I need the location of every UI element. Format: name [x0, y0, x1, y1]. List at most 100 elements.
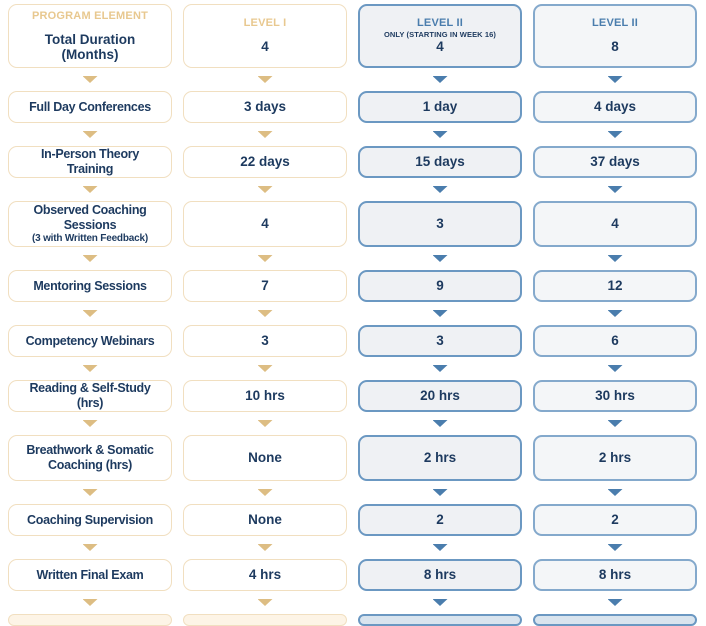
chevron-down-icon [257, 131, 273, 138]
cell-value: 2 hrs [423, 449, 457, 465]
chevron-row [8, 247, 697, 270]
chevron-down-icon [432, 544, 448, 551]
chevron-row [8, 536, 697, 559]
header-cell-level-1: LEVEL I 4 [183, 4, 347, 68]
chevron-down-icon [607, 186, 623, 193]
chevron-row [8, 481, 697, 504]
value-cell-level-1: None [183, 504, 347, 536]
label-cell: Reading & Self-Study (hrs) [8, 380, 172, 412]
value-cell-level-2a: 2 hrs [358, 435, 522, 481]
value-cell-level-1: 4 hrs [183, 559, 347, 591]
partial-next-row [8, 614, 697, 626]
chevron-down-icon [257, 489, 273, 496]
cell-value: 3 days [243, 98, 287, 114]
chevron-down-icon [607, 489, 623, 496]
chevron-down-icon [82, 420, 98, 427]
table-row: In-Person Theory Training 22 days 15 day… [8, 146, 697, 178]
column-subheader-level-2a: ONLY (STARTING IN WEEK 16) [383, 30, 497, 40]
cell-value: 4 [261, 39, 269, 55]
chevron-down-icon [432, 420, 448, 427]
label-cell: Competency Webinars [8, 325, 172, 357]
chevron-row [8, 412, 697, 435]
cell-value: 8 [611, 39, 619, 55]
value-cell-level-1: 7 [183, 270, 347, 302]
chevron-row [8, 123, 697, 146]
value-cell-level-2a: 2 [358, 504, 522, 536]
label-cell: Coaching Supervision [8, 504, 172, 536]
value-cell-level-2a: 3 [358, 201, 522, 247]
chevron-down-icon [432, 310, 448, 317]
cell-value: 7 [261, 277, 269, 293]
cell-value: 30 hrs [595, 387, 635, 403]
chevron-down-icon [607, 420, 623, 427]
chevron-down-icon [432, 131, 448, 138]
cell-value: 8 hrs [423, 566, 457, 582]
chevron-down-icon [432, 76, 448, 83]
value-cell-level-2b: 6 [533, 325, 697, 357]
cell-value: 15 days [415, 153, 465, 169]
chevron-row [8, 591, 697, 614]
value-cell-level-1: 22 days [183, 146, 347, 178]
row-label: Observed Coaching Sessions [33, 203, 147, 232]
header-cell-program-element: PROGRAM ELEMENT Total Duration (Months) [8, 4, 172, 68]
chevron-down-icon [82, 489, 98, 496]
row-label: Written Final Exam [36, 567, 144, 582]
table-row: Breathwork & Somatic Coaching (hrs) None… [8, 435, 697, 481]
cell-value: 4 hrs [248, 566, 282, 582]
cell-value: None [248, 449, 282, 465]
chevron-down-icon [257, 310, 273, 317]
value-cell-level-2a: 15 days [358, 146, 522, 178]
table-row: Competency Webinars 3 3 6 [8, 325, 697, 357]
chevron-down-icon [82, 599, 98, 606]
row-label: Full Day Conferences [29, 99, 151, 114]
row-label: Reading & Self-Study (hrs) [29, 381, 151, 410]
cell-value: 22 days [240, 153, 290, 169]
value-cell-level-2a: 20 hrs [358, 380, 522, 412]
value-cell-level-1: 3 [183, 325, 347, 357]
row-sublabel: (3 with Written Feedback) [32, 233, 148, 244]
cell-value: 3 [261, 332, 269, 348]
chevron-down-icon [257, 255, 273, 262]
cell-value: 2 [436, 511, 444, 527]
chevron-row [8, 68, 697, 91]
value-cell-level-2b: 4 days [533, 91, 697, 123]
value-cell-level-2a: 9 [358, 270, 522, 302]
label-cell: Written Final Exam [8, 559, 172, 591]
chevron-down-icon [607, 599, 623, 606]
chevron-row [8, 178, 697, 201]
value-cell-level-2b: 8 hrs [533, 559, 697, 591]
cell-value: 10 hrs [245, 387, 285, 403]
value-cell-level-2b: 30 hrs [533, 380, 697, 412]
cell-value: 20 hrs [420, 387, 460, 403]
header-cell-level-2a: LEVEL II ONLY (STARTING IN WEEK 16) 4 [358, 4, 522, 68]
header-row: PROGRAM ELEMENT Total Duration (Months) … [8, 4, 697, 68]
chevron-down-icon [607, 255, 623, 262]
value-cell-level-2a: 1 day [358, 91, 522, 123]
cell-value: 12 [607, 277, 623, 293]
cell-value: 4 days [593, 98, 637, 114]
chevron-down-icon [257, 365, 273, 372]
value-cell-level-1: 10 hrs [183, 380, 347, 412]
cell-value: 3 [436, 332, 444, 348]
header-cell-level-2b: LEVEL II 8 [533, 4, 697, 68]
chevron-down-icon [607, 365, 623, 372]
partial-cell [533, 614, 697, 626]
partial-cell [183, 614, 347, 626]
chevron-down-icon [257, 186, 273, 193]
chevron-down-icon [432, 186, 448, 193]
table-row: Mentoring Sessions 7 9 12 [8, 270, 697, 302]
row-label: Breathwork & Somatic Coaching (hrs) [26, 443, 154, 472]
table-row: Full Day Conferences 3 days 1 day 4 days [8, 91, 697, 123]
chevron-down-icon [432, 255, 448, 262]
chevron-down-icon [82, 255, 98, 262]
value-cell-level-2b: 4 [533, 201, 697, 247]
chevron-row [8, 357, 697, 380]
cell-value: 4 [611, 215, 619, 231]
row-label: In-Person Theory Training [41, 147, 139, 176]
cell-value: 1 day [422, 98, 458, 114]
chevron-down-icon [432, 599, 448, 606]
chevron-down-icon [82, 76, 98, 83]
chevron-down-icon [82, 310, 98, 317]
table-row: Observed Coaching Sessions (3 with Writt… [8, 201, 697, 247]
value-cell-level-2a: 3 [358, 325, 522, 357]
